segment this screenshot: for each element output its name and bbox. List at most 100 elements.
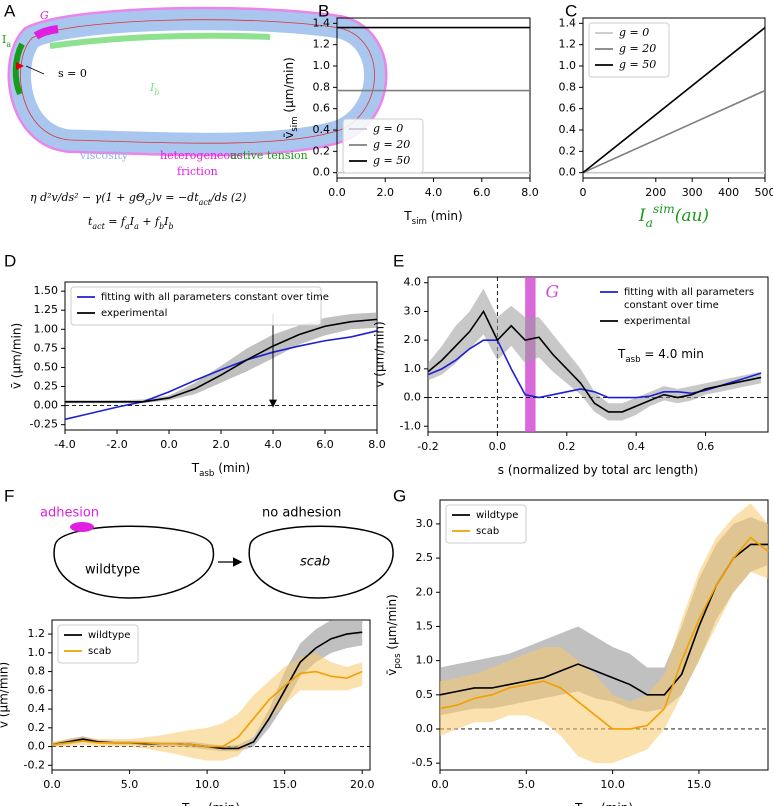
x-tick-label: 5.0 xyxy=(121,778,139,791)
text-part: + f xyxy=(139,215,161,228)
series-line xyxy=(439,536,769,730)
cell-diagram-f xyxy=(53,522,394,599)
text-part: (min) xyxy=(214,461,250,475)
diagram-label: η d²v/ds² − γ(1 + gΘG)v = −dtact/ds (2) xyxy=(30,191,246,207)
legend-label: g = 20 xyxy=(619,42,656,55)
x-tick-label: 5.0 xyxy=(518,778,536,791)
x-tick-label: 8.0 xyxy=(368,438,386,451)
x-axis-label: Tasb (min) xyxy=(191,461,250,479)
text-part: I xyxy=(638,206,646,226)
legend-label: fitting with all parameters constant over… xyxy=(624,287,754,311)
y-tick-label: 1.00 xyxy=(34,322,59,335)
diagram-label: G xyxy=(40,9,49,22)
text-part: s xyxy=(498,463,504,477)
x-axis-label: Tcell (min) xyxy=(574,801,633,806)
annotation: Tasb = 4.0 min xyxy=(617,347,704,365)
text-part: fitting with all parameters xyxy=(624,287,754,298)
diagram-label: friction xyxy=(177,165,218,178)
legend-frame xyxy=(342,118,424,174)
diagram-label: wildtype xyxy=(85,563,140,578)
y-tick-label: 0.0 xyxy=(404,391,422,404)
series-line xyxy=(64,330,378,421)
text-part: a xyxy=(646,216,653,230)
legend-label: g = 50 xyxy=(619,58,656,71)
y-tick-label: 0.8 xyxy=(28,665,46,678)
text-part: t xyxy=(88,215,93,228)
text-part: (normalized by total arc length) xyxy=(504,463,698,477)
text-part: (au) xyxy=(675,206,709,226)
x-tick-label: 200 xyxy=(645,186,666,199)
x-axis-label: s (normalized by total arc length) xyxy=(498,463,698,477)
y-tick-label: 0.6 xyxy=(559,102,577,115)
text-part: v̄ xyxy=(385,669,399,676)
series-line xyxy=(51,670,363,748)
x-tick-label: 10.0 xyxy=(195,778,220,791)
x-tick-label: 15.0 xyxy=(687,778,712,791)
panel-label: A xyxy=(4,1,16,20)
x-axis-label: Iasim(au) xyxy=(638,202,709,230)
y-tick-label: 2.0 xyxy=(416,585,434,598)
y-tick-label: 1.4 xyxy=(313,16,331,29)
x-tick-label: 500 xyxy=(755,186,773,199)
legend-frame xyxy=(588,22,670,78)
y-tick-label: 2.5 xyxy=(416,551,434,564)
text-part: a xyxy=(125,222,130,231)
diagram-label: s = 0 xyxy=(58,67,87,80)
x-tick-label: 0.0 xyxy=(43,778,61,791)
x-tick-label: 400 xyxy=(718,186,739,199)
series-line xyxy=(427,339,762,399)
x-tick-label: 0.6 xyxy=(697,440,715,453)
series-line xyxy=(582,26,766,174)
text-part: a xyxy=(134,222,139,231)
y-tick-label: 3.0 xyxy=(416,517,434,530)
y-tick-label: 1.25 xyxy=(34,303,59,316)
x-tick-label: -0.2 xyxy=(417,440,438,453)
text-part: sim xyxy=(653,202,675,216)
y-tick-label: 1.0 xyxy=(559,59,577,72)
x-tick-label: 0.4 xyxy=(627,440,645,453)
y-tick-label: 0.0 xyxy=(416,722,434,735)
text-part: sim xyxy=(290,116,300,131)
text-part: T xyxy=(574,801,583,806)
y-tick-label: 0.0 xyxy=(559,166,577,179)
text-part: act xyxy=(92,222,105,231)
y-axis-label: v̄pos (μm/min) xyxy=(385,594,403,676)
panel-label: E xyxy=(393,251,404,270)
legend-label: g = 0 xyxy=(619,26,649,39)
y-tick-label: 1.2 xyxy=(559,38,577,51)
text-part: sim xyxy=(412,217,427,227)
y-tick-label: 1.0 xyxy=(416,654,434,667)
legend-label: scab xyxy=(88,646,111,657)
plot-frame xyxy=(439,499,769,771)
text-part: I xyxy=(129,215,135,228)
y-axis-label: v (μm/min) xyxy=(373,321,387,387)
legend-label: experimental xyxy=(101,308,167,319)
text-part: pos xyxy=(393,653,403,669)
x-tick-label: 6.0 xyxy=(473,186,491,199)
x-tick-label: 4.0 xyxy=(425,186,443,199)
diagram-label: scab xyxy=(300,555,330,570)
y-tick-label: 4.0 xyxy=(404,276,422,289)
x-tick-label: 0 xyxy=(580,186,587,199)
y-tick-label: -0.5 xyxy=(412,756,433,769)
panel-label: G xyxy=(393,486,406,505)
diagram-label: viscosity xyxy=(79,149,129,162)
y-tick-label: 1.0 xyxy=(313,59,331,72)
text-part: I xyxy=(2,33,6,46)
text-part: T xyxy=(403,209,412,223)
text-part: T xyxy=(191,461,200,475)
legend-label: fitting with all parameters constant ove… xyxy=(101,292,329,303)
text-part: (min) xyxy=(597,801,633,806)
diagram-label: Ia xyxy=(2,33,11,49)
text-part: = f xyxy=(105,215,127,228)
y-tick-label: 0.2 xyxy=(28,721,46,734)
text-part: asb xyxy=(625,355,640,365)
text-part: /ds (2) xyxy=(210,191,246,204)
legend-label: g = 50 xyxy=(373,154,410,167)
error-band xyxy=(52,652,363,761)
y-tick-label: 0.6 xyxy=(313,102,331,115)
x-tick-label: 8.0 xyxy=(521,186,539,199)
y-tick-label: 0.25 xyxy=(34,380,59,393)
y-tick-label: 0.8 xyxy=(559,80,577,93)
